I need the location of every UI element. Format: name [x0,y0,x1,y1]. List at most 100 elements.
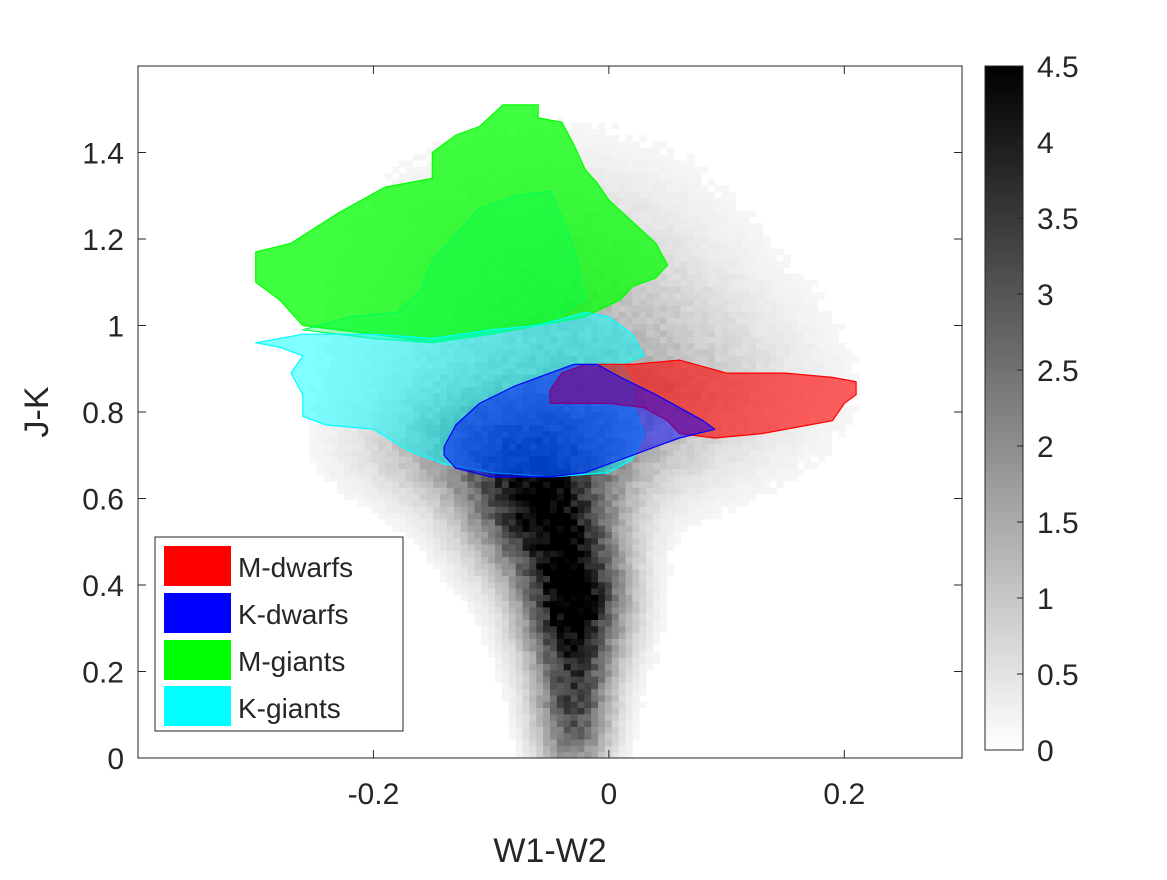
heatmap-cell [522,474,530,482]
heatmap-cell [474,613,482,620]
heatmap-cell [556,116,565,124]
heatmap-cell [604,556,613,564]
heatmap-cell [783,273,791,281]
heatmap-cell [501,500,510,507]
heatmap-cell [646,317,654,325]
heatmap-cell [529,607,537,614]
heatmap-cell [563,638,571,646]
heatmap-cell [646,355,654,363]
heatmap-cell [680,456,688,463]
heatmap-cell [577,745,585,753]
heatmap-cell [797,342,805,350]
heatmap-cell [522,688,530,696]
heatmap-cell [447,525,455,532]
heatmap-cell [591,607,599,614]
heatmap-cell [460,525,468,532]
heatmap-cell [563,531,571,539]
heatmap-cell [591,172,599,180]
heatmap-cell [625,185,633,193]
heatmap-cell [481,493,489,501]
heatmap-cell [611,487,620,495]
heatmap-cell [673,166,681,174]
heatmap-cell [522,493,530,501]
heatmap-cell [611,311,620,319]
heatmap-cell [639,663,647,671]
heatmap-cell [783,317,791,325]
heatmap-cell [453,575,462,583]
heatmap-cell [721,261,729,268]
heatmap-cell [556,651,565,658]
heatmap-cell [563,506,571,514]
heatmap-cell [632,204,640,212]
heatmap-cell [563,525,571,532]
heatmap-cell [810,424,819,432]
heatmap-cell [639,305,647,312]
heatmap-cell [701,204,709,212]
heatmap-cell [790,437,798,444]
heatmap-cell [769,468,777,476]
heatmap-cell [515,588,523,595]
heatmap-cell [804,311,812,319]
heatmap-cell [749,311,757,319]
heatmap-cell [707,317,716,325]
heatmap-cell [721,235,729,243]
heatmap-cell [769,273,777,281]
heatmap-cell [735,456,743,463]
heatmap-cell [646,462,654,470]
heatmap-cell [543,657,551,665]
heatmap-cell [804,336,812,344]
heatmap-cell [529,474,537,482]
heatmap-cell [749,367,757,375]
heatmap-cell [584,739,592,746]
heatmap-cell [639,651,647,658]
heatmap-cell [653,166,661,174]
heatmap-cell [584,506,592,514]
heatmap-cell [598,160,606,168]
heatmap-cell [776,248,784,256]
heatmap-cell [714,361,723,369]
heatmap-cell [721,437,729,444]
heatmap-cell [639,147,647,155]
heatmap-cell [536,669,544,677]
heatmap-cell [646,154,654,161]
heatmap-cell [481,619,489,627]
heatmap-cell [632,632,640,639]
heatmap-cell [460,474,468,482]
heatmap-cell [701,456,709,463]
heatmap-cell [694,242,702,249]
heatmap-cell [762,267,771,274]
heatmap-cell [419,468,427,476]
heatmap-cell [769,456,777,463]
heatmap-cell [405,487,414,495]
heatmap-cell [611,644,620,652]
heatmap-cell [556,537,565,545]
heatmap-cell [824,443,832,451]
heatmap-cell [687,204,695,212]
heatmap-cell [625,669,633,677]
heatmap-cell [344,474,352,482]
heatmap-cell [804,305,812,312]
heatmap-cell [598,556,606,564]
heatmap-cell [625,676,633,683]
heatmap-cell [611,185,620,193]
heatmap-cell [440,575,448,583]
heatmap-cell [604,575,613,583]
heatmap-cell [666,518,674,526]
heatmap-cell [714,317,723,325]
heatmap-cell [495,531,503,539]
heatmap-cell [673,229,681,237]
heatmap-cell [398,525,407,532]
heatmap-cell [543,701,551,709]
heatmap-cell [584,707,592,715]
heatmap-cell [426,481,434,488]
heatmap-cell [453,588,462,595]
heatmap-cell [790,474,798,482]
heatmap-cell [639,581,647,589]
heatmap-cell [604,720,613,727]
heatmap-cell [378,456,386,463]
heatmap-cell [426,493,434,501]
heatmap-cell [495,575,503,583]
heatmap-cell [515,638,523,646]
heatmap-cell [460,518,468,526]
heatmap-cell [522,625,530,633]
